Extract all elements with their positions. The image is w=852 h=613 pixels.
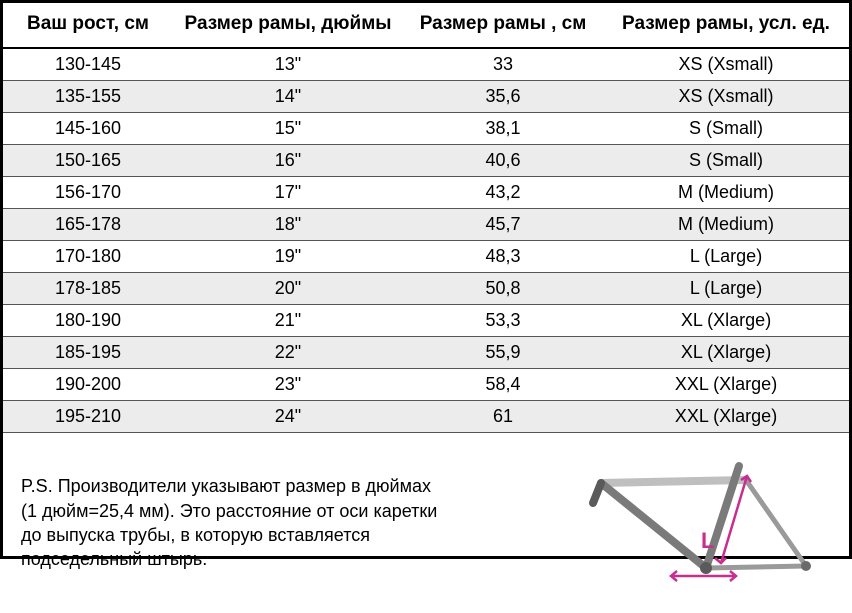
col-header-height: Ваш рост, см xyxy=(3,3,173,48)
cell-cm: 38,1 xyxy=(403,113,603,145)
cell-cm: 61 xyxy=(403,401,603,433)
cell-inches: 19" xyxy=(173,241,403,273)
cell-size: XS (Xsmall) xyxy=(603,81,849,113)
cell-inches: 21" xyxy=(173,305,403,337)
table-row: 170-18019"48,3L (Large) xyxy=(3,241,849,273)
table-row: 195-21024"61XXL (Xlarge) xyxy=(3,401,849,433)
cell-cm: 35,6 xyxy=(403,81,603,113)
cell-height: 165-178 xyxy=(3,209,173,241)
cell-inches: 18" xyxy=(173,209,403,241)
cell-height: 130-145 xyxy=(3,48,173,81)
table-row: 180-19021"53,3XL (Xlarge) xyxy=(3,305,849,337)
cell-cm: 33 xyxy=(403,48,603,81)
cell-size: XL (Xlarge) xyxy=(603,337,849,369)
col-header-sizecode: Размер рамы, усл. ед. xyxy=(603,3,849,48)
cell-height: 135-155 xyxy=(3,81,173,113)
cell-inches: 17" xyxy=(173,177,403,209)
cell-inches: 13" xyxy=(173,48,403,81)
table-row: 185-19522"55,9XL (Xlarge) xyxy=(3,337,849,369)
cell-height: 170-180 xyxy=(3,241,173,273)
cell-size: S (Small) xyxy=(603,145,849,177)
cell-size: M (Medium) xyxy=(603,177,849,209)
table-row: 150-16516"40,6S (Small) xyxy=(3,145,849,177)
cell-size: M (Medium) xyxy=(603,209,849,241)
cell-height: 150-165 xyxy=(3,145,173,177)
table-header-row: Ваш рост, см Размер рамы, дюймы Размер р… xyxy=(3,3,849,48)
bike-frame-diagram: L xyxy=(531,448,831,598)
table-row: 156-17017"43,2M (Medium) xyxy=(3,177,849,209)
col-header-cm: Размер рамы , см xyxy=(403,3,603,48)
cell-cm: 50,8 xyxy=(403,273,603,305)
cell-size: S (Small) xyxy=(603,113,849,145)
cell-cm: 53,3 xyxy=(403,305,603,337)
footnote-row: P.S. Производители указывают размер в дю… xyxy=(3,433,849,613)
table-row: 165-17818"45,7M (Medium) xyxy=(3,209,849,241)
cell-size: XL (Xlarge) xyxy=(603,305,849,337)
cell-height: 190-200 xyxy=(3,369,173,401)
cell-inches: 22" xyxy=(173,337,403,369)
table-row: 190-20023"58,4XXL (Xlarge) xyxy=(3,369,849,401)
cell-inches: 14" xyxy=(173,81,403,113)
sizing-table-container: Ваш рост, см Размер рамы, дюймы Размер р… xyxy=(0,0,852,559)
cell-height: 185-195 xyxy=(3,337,173,369)
footnote-block: P.S. Производители указывают размер в дю… xyxy=(7,438,845,608)
table-row: 130-14513"33XS (Xsmall) xyxy=(3,48,849,81)
cell-cm: 45,7 xyxy=(403,209,603,241)
cell-cm: 58,4 xyxy=(403,369,603,401)
cell-height: 180-190 xyxy=(3,305,173,337)
cell-inches: 15" xyxy=(173,113,403,145)
cell-cm: 55,9 xyxy=(403,337,603,369)
table-body: 130-14513"33XS (Xsmall)135-15514"35,6XS … xyxy=(3,48,849,433)
cell-inches: 23" xyxy=(173,369,403,401)
sizing-table: Ваш рост, см Размер рамы, дюймы Размер р… xyxy=(3,3,849,613)
footnote-text: P.S. Производители указывают размер в дю… xyxy=(21,474,451,571)
cell-height: 178-185 xyxy=(3,273,173,305)
cell-size: L (Large) xyxy=(603,241,849,273)
cell-size: L (Large) xyxy=(603,273,849,305)
measure-label: L xyxy=(701,528,714,553)
cell-inches: 20" xyxy=(173,273,403,305)
table-row: 178-18520"50,8L (Large) xyxy=(3,273,849,305)
cell-inches: 16" xyxy=(173,145,403,177)
cell-height: 156-170 xyxy=(3,177,173,209)
col-header-inches: Размер рамы, дюймы xyxy=(173,3,403,48)
cell-inches: 24" xyxy=(173,401,403,433)
cell-height: 145-160 xyxy=(3,113,173,145)
cell-cm: 40,6 xyxy=(403,145,603,177)
table-row: 145-16015"38,1S (Small) xyxy=(3,113,849,145)
cell-size: XS (Xsmall) xyxy=(603,48,849,81)
cell-cm: 43,2 xyxy=(403,177,603,209)
cell-height: 195-210 xyxy=(3,401,173,433)
cell-cm: 48,3 xyxy=(403,241,603,273)
cell-size: XXL (Xlarge) xyxy=(603,369,849,401)
cell-size: XXL (Xlarge) xyxy=(603,401,849,433)
table-row: 135-15514"35,6XS (Xsmall) xyxy=(3,81,849,113)
